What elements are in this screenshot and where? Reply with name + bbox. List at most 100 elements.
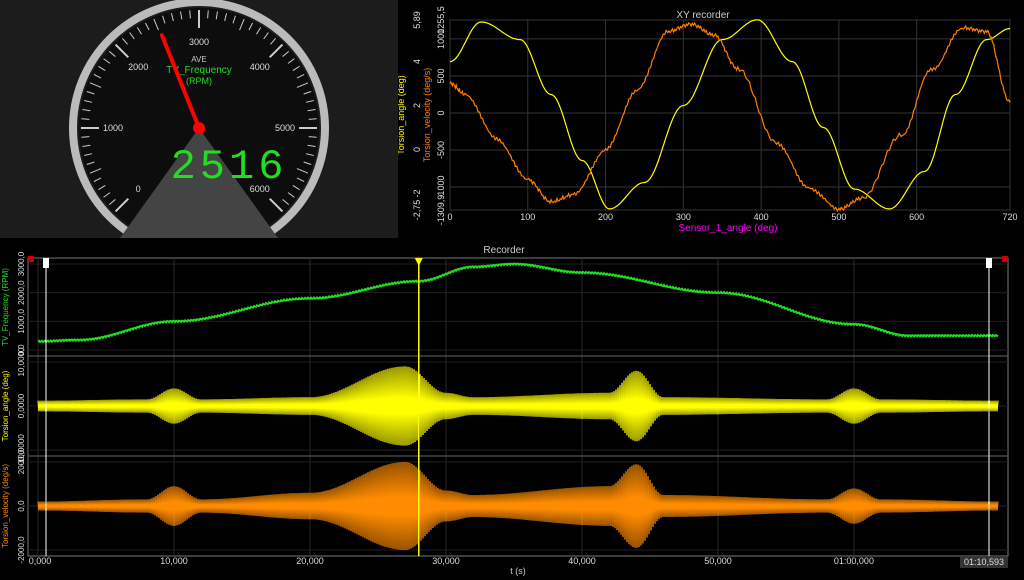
gauge-tick (189, 10, 191, 19)
gauge-tick (296, 168, 309, 174)
recorder-channel-name: Torsion_velocity (deg/s) (1, 464, 10, 548)
recorder-x-tick-label: 0,000 (29, 556, 52, 566)
gauge-tick (270, 37, 277, 45)
gauge-tick (308, 136, 317, 138)
recorder-x-tick-label: 30,000 (432, 556, 460, 566)
gauge-tick (256, 27, 262, 35)
recorder-y-tick-label: 2000,0 (17, 449, 26, 474)
gauge-tick (82, 144, 91, 147)
xy-x-tick-label: 200 (598, 212, 613, 222)
gauge-tick (108, 50, 116, 57)
xy-x-tick-label: 500 (831, 212, 846, 222)
xy-x-tick-label: 300 (676, 212, 691, 222)
gauge-tick (108, 199, 116, 206)
xy-x-tick-label: 600 (909, 212, 924, 222)
gauge-tick (308, 118, 317, 120)
gauge-panel[interactable]: 0 1000 2000 3000 4000 5000 6000 AVE TV_Frequen… (0, 0, 398, 238)
gauge-tick (180, 11, 183, 20)
gauge-tick-label: 0 (136, 184, 141, 194)
xy-right-tick-label: 0 (436, 110, 446, 115)
range-marker-left[interactable] (28, 256, 34, 262)
recorder-y-tick-label: 1000,0 (17, 309, 26, 334)
gauge-tick-label: 2000 (128, 62, 148, 72)
time-cursor-handle[interactable] (414, 258, 423, 266)
gauge-tick (296, 73, 305, 79)
gauge-tick (269, 198, 284, 213)
recorder-series-torsion-angle (37, 366, 999, 446)
gauge-unit: (RPM) (186, 76, 212, 86)
gauge-tick (263, 32, 269, 40)
recorder-channel-name: Torsion_angle (deg) (1, 370, 10, 441)
gauge-tick (162, 15, 166, 24)
gauge-tick (296, 82, 309, 88)
gauge-tick (305, 99, 314, 103)
gauge-tick (287, 192, 295, 198)
gauge-tick (81, 136, 90, 138)
gauge-tick (303, 91, 312, 95)
gauge-tick-label: 4000 (250, 62, 270, 72)
gauge-tick (292, 65, 300, 71)
recorder-x-tick-label: 50,000 (704, 556, 732, 566)
xy-recorder-panel[interactable]: XY recorder 5,89 4 2 0 -2 -2,75 1255,5 1000 500… (398, 0, 1024, 238)
gauge-tick (114, 198, 129, 213)
range-end-handle[interactable] (986, 258, 992, 268)
rpm-gauge: 0 1000 2000 3000 4000 5000 6000 AVE TV_Frequen… (69, 0, 329, 238)
xy-x-tick-label: 400 (754, 212, 769, 222)
gauge-tick (114, 43, 129, 58)
gauge-tick (84, 153, 93, 157)
xy-ylabel-right: Torsion_velocity (deg/s) (422, 68, 432, 163)
gauge-hub (193, 122, 205, 134)
xy-left-tick-label: 0 (412, 147, 422, 152)
recorder-x-end-label: 01:10,593 (964, 557, 1004, 567)
gauge-tick (296, 177, 305, 183)
gauge-tick-label: 6000 (250, 184, 270, 194)
recorder-y-tick-label: 0,0000 (17, 393, 26, 418)
gauge-tick (153, 18, 159, 31)
gauge-tick (269, 43, 284, 58)
gauge-tick (215, 11, 218, 20)
xy-left-tick-label: 5,89 (412, 11, 422, 29)
xy-left-tick-label: -2 (412, 189, 422, 197)
gauge-tick-label: 3000 (189, 37, 209, 47)
gauge-tick (224, 13, 228, 22)
gauge-tick (93, 177, 102, 183)
recorder-channel-name: TV_Frequency (RPM) (1, 268, 10, 346)
xy-right-tick-label: 500 (436, 68, 446, 83)
gauge-tick (248, 22, 254, 31)
gauge-tick (136, 27, 142, 35)
gauge-tick (207, 10, 209, 19)
recorder-series-torsion-velocity (37, 461, 999, 551)
recorder-y-tick-label: -10,0000 (17, 434, 26, 466)
gauge-tick (93, 73, 102, 79)
gauge-tick (239, 18, 245, 31)
gauge-tick (81, 118, 90, 120)
xy-right-tick-label: 1255,5 (436, 6, 446, 34)
recorder-x-tick-label: 01:00,000 (834, 556, 874, 566)
gauge-tick (129, 32, 135, 40)
xy-right-tick-label: -500 (436, 141, 446, 159)
gauge-tick (282, 50, 290, 57)
recorder-x-end-box (960, 557, 1008, 568)
recorder-series-tv-frequency (37, 262, 999, 344)
recorder-panel[interactable]: Recorder 3000,0 2000,0 1000,0 0,0 TV_Frequen… (0, 238, 1024, 580)
recorder-y-tick-label: 0,0 (17, 344, 26, 356)
range-marker-right[interactable] (1002, 256, 1008, 262)
xy-right-tick-label: -1000 (436, 176, 446, 199)
xy-series-torsion-angle (449, 19, 1010, 210)
gauge-tick (292, 185, 300, 191)
recorder-x-tick-label: 10,000 (160, 556, 188, 566)
gauge-tick (287, 58, 295, 64)
gauge-tick (82, 109, 91, 112)
range-start-handle[interactable] (43, 258, 49, 268)
gauge-tick (103, 192, 111, 198)
xy-left-tick-label: 4 (412, 59, 422, 64)
recorder-y-tick-label: 3000,0 (17, 251, 26, 276)
gauge-value-readout: 2516 (171, 143, 288, 191)
gauge-tick (170, 13, 174, 22)
xy-right-tick-label: 1000 (436, 29, 446, 49)
gauge-needle (159, 33, 201, 130)
gauge-tick (121, 37, 128, 45)
gauge-bottom-wedge (120, 128, 278, 238)
gauge-tick (86, 161, 95, 165)
